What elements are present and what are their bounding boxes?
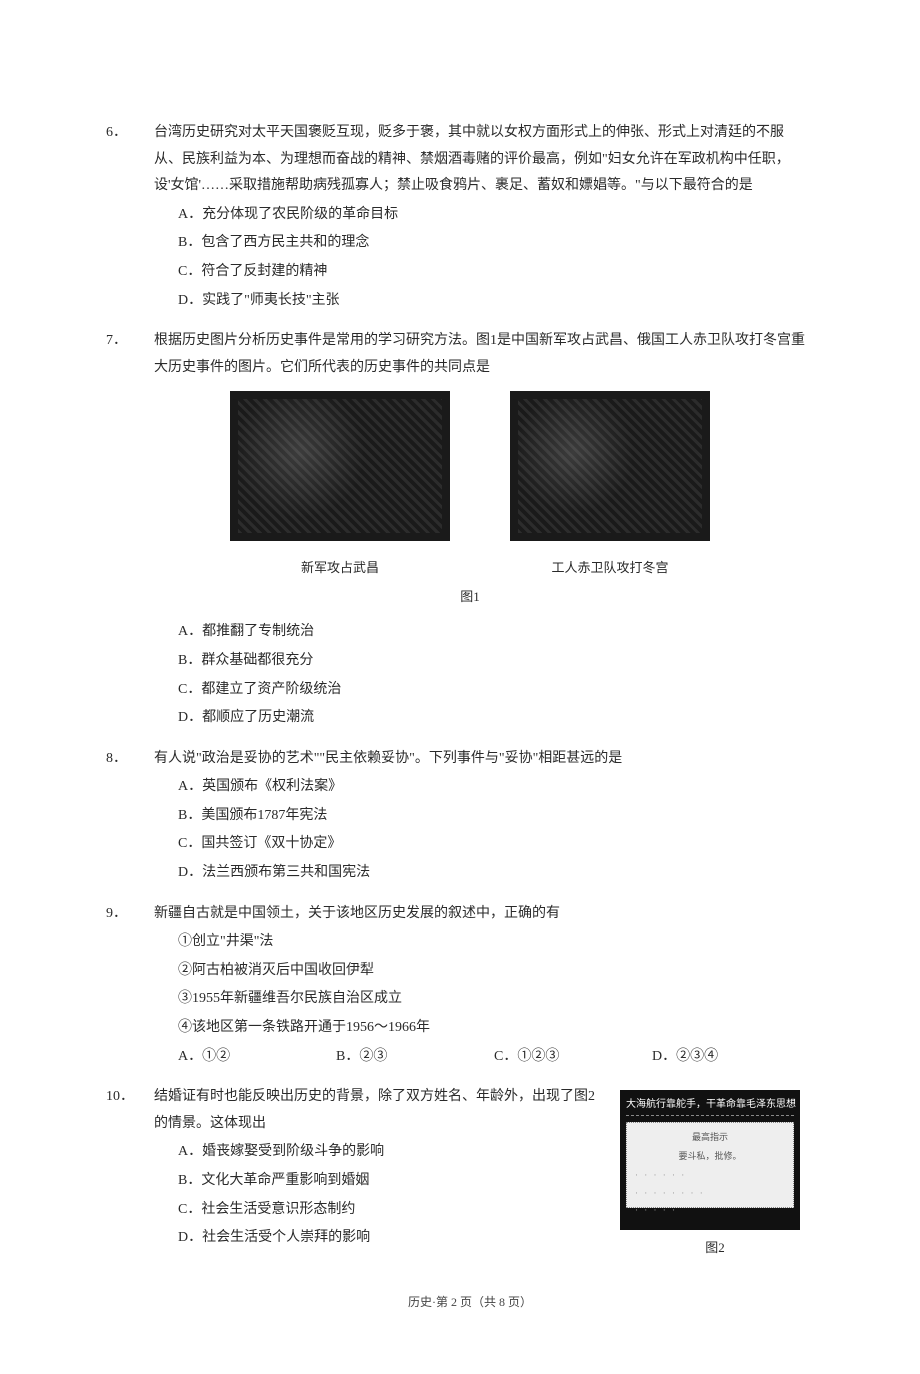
q9-option-b: B．②③ (336, 1044, 494, 1071)
question-9: 9．新疆自古就是中国领土，关于该地区历史发展的叙述中，正确的有 ①创立"井渠"法… (130, 901, 810, 1071)
q8-number: 8． (130, 746, 154, 773)
q9-statement-2: ②阿古柏被消灭后中国收回伊犁 (178, 958, 810, 985)
q10-option-c: C．社会生活受意识形态制约 (178, 1197, 608, 1224)
q7-image-2 (510, 391, 710, 541)
q7-number: 7． (130, 328, 154, 355)
q7-caption-1: 新军攻占武昌 (230, 556, 450, 581)
q10-options: A．婚丧嫁娶受到阶级斗争的影响 B．文化大革命严重影响到婚姻 C．社会生活受意识… (130, 1139, 608, 1251)
cert-header: 大海航行靠舵手，干革命靠毛泽东思想 (626, 1096, 794, 1116)
question-7: 7．根据历史图片分析历史事件是常用的学习研究方法。图1是中国新军攻占武昌、俄国工… (130, 328, 810, 732)
q6-text: 台湾历史研究对太平天国褒贬互现，贬多于褒，其中就以女权方面形式上的伸张、形式上对… (154, 125, 790, 193)
q7-figure-label: 图1 (130, 585, 810, 610)
q9-option-a: A．①② (178, 1044, 336, 1071)
q7-image-2-block: 工人赤卫队攻打冬宫 (510, 391, 710, 580)
q8-text: 有人说"政治是妥协的艺术""民主依赖妥协"。下列事件与"妥协"相距甚远的是 (154, 751, 622, 766)
q10-figure: 大海航行靠舵手，干革命靠毛泽东思想 最高指示 要斗私，批修。 · · · · ·… (620, 1090, 810, 1261)
q7-option-d: D．都顺应了历史潮流 (178, 705, 810, 732)
q8-option-d: D．法兰西颁布第三共和国宪法 (178, 860, 810, 887)
marriage-certificate-image: 大海航行靠舵手，干革命靠毛泽东思想 最高指示 要斗私，批修。 · · · · ·… (620, 1090, 800, 1230)
question-10: 10．结婚证有时也能反映出历史的背景，除了双方姓名、年龄外，出现了图2的情景。这… (130, 1084, 810, 1261)
q9-text: 新疆自古就是中国领土，关于该地区历史发展的叙述中，正确的有 (154, 906, 560, 921)
q6-number: 6． (130, 120, 154, 147)
q7-option-a: A．都推翻了专制统治 (178, 619, 810, 646)
q9-statement-3: ③1955年新疆维吾尔民族自治区成立 (178, 986, 810, 1013)
q9-stem: 9．新疆自古就是中国领土，关于该地区历史发展的叙述中，正确的有 (130, 901, 810, 928)
q10-option-d: D．社会生活受个人崇拜的影响 (178, 1225, 608, 1252)
q9-statements: ①创立"井渠"法 ②阿古柏被消灭后中国收回伊犁 ③1955年新疆维吾尔民族自治区… (130, 929, 810, 1041)
q8-option-b: B．美国颁布1787年宪法 (178, 803, 810, 830)
q9-statement-1: ①创立"井渠"法 (178, 929, 810, 956)
cert-dots-2: · · · · · · · · (635, 1185, 785, 1202)
q10-figure-caption: 图2 (620, 1236, 810, 1261)
q9-options: A．①② B．②③ C．①②③ D．②③④ (130, 1044, 810, 1071)
q10-number: 10． (130, 1084, 154, 1111)
q6-option-b: B．包含了西方民主共和的理念 (178, 230, 810, 257)
question-8: 8．有人说"政治是妥协的艺术""民主依赖妥协"。下列事件与"妥协"相距甚远的是 … (130, 746, 810, 887)
q7-text: 根据历史图片分析历史事件是常用的学习研究方法。图1是中国新军攻占武昌、俄国工人赤… (154, 333, 805, 375)
q7-caption-2: 工人赤卫队攻打冬宫 (510, 556, 710, 581)
q9-statement-4: ④该地区第一条铁路开通于1956～1966年 (178, 1015, 810, 1042)
q8-option-c: C．国共签订《双十协定》 (178, 831, 810, 858)
q10-option-a: A．婚丧嫁娶受到阶级斗争的影响 (178, 1139, 608, 1166)
q10-text: 结婚证有时也能反映出历史的背景，除了双方姓名、年龄外，出现了图2的情景。这体现出 (154, 1089, 595, 1131)
q8-options: A．英国颁布《权利法案》 B．美国颁布1787年宪法 C．国共签订《双十协定》 … (130, 774, 810, 886)
cert-line-1: 最高指示 (635, 1129, 785, 1146)
question-6: 6．台湾历史研究对太平天国褒贬互现，贬多于褒，其中就以女权方面形式上的伸张、形式… (130, 120, 810, 314)
q6-options: A．充分体现了农民阶级的革命目标 B．包含了西方民主共和的理念 C．符合了反封建… (130, 202, 810, 314)
q10-stem: 10．结婚证有时也能反映出历史的背景，除了双方姓名、年龄外，出现了图2的情景。这… (130, 1084, 608, 1137)
cert-body: 最高指示 要斗私，批修。 · · · · · · · · · · · · · ·… (626, 1122, 794, 1208)
cert-dots-1: · · · · · · (635, 1167, 785, 1184)
q9-option-d: D．②③④ (652, 1044, 810, 1071)
q6-option-c: C．符合了反封建的精神 (178, 259, 810, 286)
q6-option-d: D．实践了"师夷长技"主张 (178, 288, 810, 315)
q7-stem: 7．根据历史图片分析历史事件是常用的学习研究方法。图1是中国新军攻占武昌、俄国工… (130, 328, 810, 381)
q8-stem: 8．有人说"政治是妥协的艺术""民主依赖妥协"。下列事件与"妥协"相距甚远的是 (130, 746, 810, 773)
page-footer: 历史·第 2 页（共 8 页） (130, 1291, 810, 1314)
cert-dots-3: · · · · · (635, 1202, 785, 1219)
q7-option-c: C．都建立了资产阶级统治 (178, 677, 810, 704)
q7-image-1 (230, 391, 450, 541)
q8-option-a: A．英国颁布《权利法案》 (178, 774, 810, 801)
q7-option-b: B．群众基础都很充分 (178, 648, 810, 675)
q7-options: A．都推翻了专制统治 B．群众基础都很充分 C．都建立了资产阶级统治 D．都顺应… (130, 619, 810, 731)
q9-option-c: C．①②③ (494, 1044, 652, 1071)
cert-line-2: 要斗私，批修。 (635, 1148, 785, 1165)
q9-number: 9． (130, 901, 154, 928)
q7-image-row: 新军攻占武昌 工人赤卫队攻打冬宫 (130, 391, 810, 580)
q7-image-1-block: 新军攻占武昌 (230, 391, 450, 580)
q6-option-a: A．充分体现了农民阶级的革命目标 (178, 202, 810, 229)
q10-option-b: B．文化大革命严重影响到婚姻 (178, 1168, 608, 1195)
q6-stem: 6．台湾历史研究对太平天国褒贬互现，贬多于褒，其中就以女权方面形式上的伸张、形式… (130, 120, 810, 200)
